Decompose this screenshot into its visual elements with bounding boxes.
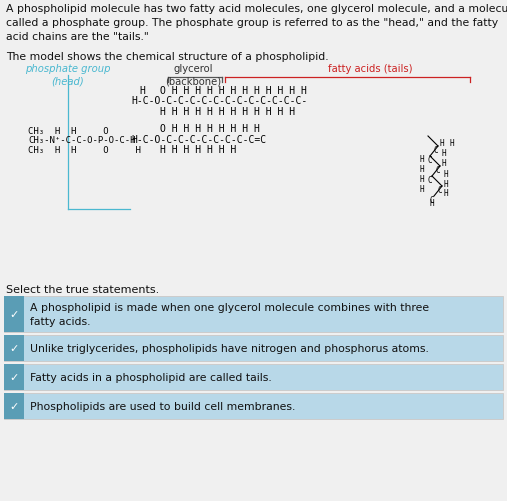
Bar: [4, 364, 24, 390]
Text: Fatty acids in a phospholipid are called tails.: Fatty acids in a phospholipid are called…: [30, 372, 272, 382]
Bar: [4, 335, 24, 361]
Text: H: H: [430, 198, 434, 207]
FancyBboxPatch shape: [4, 335, 503, 361]
Text: The model shows the chemical structure of a phospholipid.: The model shows the chemical structure o…: [6, 52, 329, 62]
Bar: [4, 297, 24, 332]
Text: Unlike triglycerides, phospholipids have nitrogen and phosphorus atoms.: Unlike triglycerides, phospholipids have…: [30, 343, 429, 353]
Text: O H H H H H H H H H H H H: O H H H H H H H H H H H H: [160, 86, 307, 96]
Text: ✓: ✓: [9, 372, 19, 382]
Text: H: H: [139, 86, 145, 96]
Text: Phospholipids are used to build cell membranes.: Phospholipids are used to build cell mem…: [30, 401, 296, 411]
Text: H: H: [420, 165, 425, 174]
Text: H: H: [420, 185, 425, 193]
Text: H: H: [444, 188, 449, 197]
Text: ✓: ✓: [9, 310, 19, 319]
Text: C: C: [438, 186, 443, 194]
Text: C: C: [428, 176, 432, 185]
Text: H H H H H H H H H H H H: H H H H H H H H H H H H: [160, 107, 295, 117]
Text: H: H: [420, 155, 425, 164]
Text: H: H: [439, 139, 444, 148]
Text: glycerol
(backbone): glycerol (backbone): [165, 64, 221, 86]
Text: H-C-O-C-C-C-C-C-C-C-C-C-C-C-C-: H-C-O-C-C-C-C-C-C-C-C-C-C-C-C-: [131, 96, 307, 106]
Bar: [4, 393, 24, 419]
Text: H-C-O-C-C-C-C-C-C-C-C=C: H-C-O-C-C-C-C-C-C-C-C=C: [131, 135, 266, 145]
FancyBboxPatch shape: [4, 393, 503, 419]
Text: A phospholipid molecule has two fatty acid molecules, one glycerol molecule, and: A phospholipid molecule has two fatty ac…: [6, 4, 507, 42]
Text: ✓: ✓: [9, 401, 19, 411]
Text: H: H: [449, 139, 454, 148]
Text: C: C: [434, 146, 439, 155]
FancyBboxPatch shape: [4, 364, 503, 390]
Text: Select the true statements.: Select the true statements.: [6, 285, 159, 295]
Text: C: C: [430, 195, 434, 204]
Text: CH₃-N⁺-C-C-O-P-O-C-H: CH₃-N⁺-C-C-O-P-O-C-H: [28, 136, 135, 145]
Text: ✓: ✓: [9, 343, 19, 353]
FancyBboxPatch shape: [4, 297, 503, 332]
Text: C: C: [427, 156, 431, 165]
Text: H: H: [443, 170, 448, 179]
Text: H: H: [441, 149, 446, 158]
Text: O H H H H H H H H: O H H H H H H H H: [160, 124, 260, 134]
Text: H: H: [441, 159, 446, 168]
Text: A phospholipid is made when one glycerol molecule combines with three
fatty acid: A phospholipid is made when one glycerol…: [30, 303, 429, 326]
Text: C: C: [436, 166, 441, 175]
Text: fatty acids (tails): fatty acids (tails): [328, 64, 412, 74]
Text: H H H H H H H: H H H H H H H: [160, 145, 236, 155]
Text: CH₃  H  H     O     H: CH₃ H H O H: [28, 146, 141, 155]
Text: H: H: [420, 175, 425, 184]
Text: CH₃  H  H     O: CH₃ H H O: [28, 126, 108, 135]
Text: phosphate group
(head): phosphate group (head): [25, 64, 111, 86]
Text: H: H: [443, 180, 448, 188]
